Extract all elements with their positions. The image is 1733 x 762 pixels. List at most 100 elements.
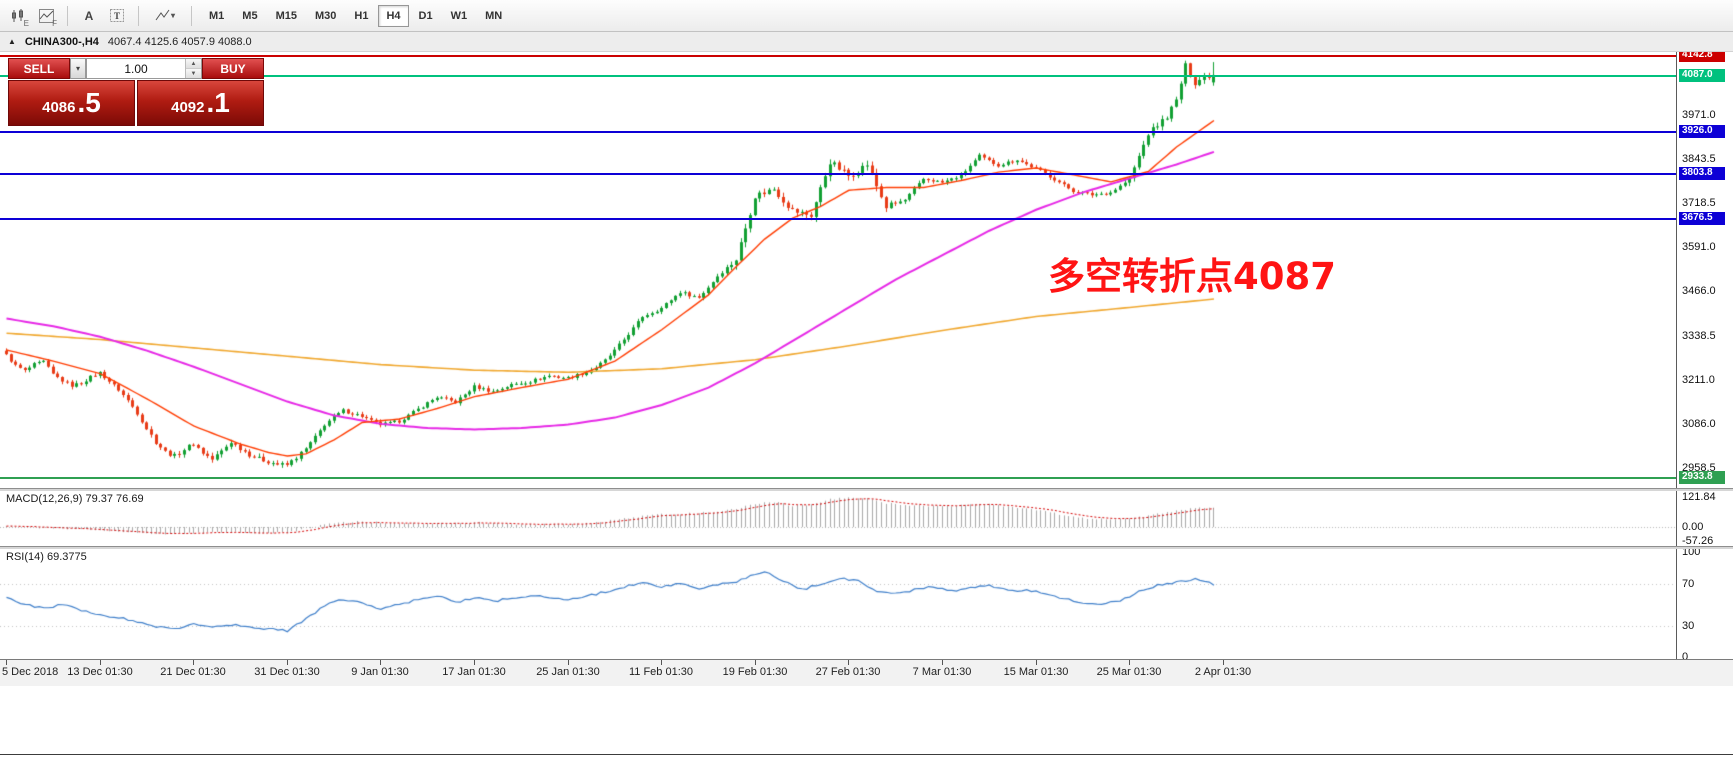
window-bottom-border <box>0 754 1733 755</box>
price-axis[interactable]: 4142.8 4087.0 3926.0 3803.8 3676.5 2933.8 3971… <box>1676 49 1733 663</box>
timeframe-button-m30[interactable]: M30 <box>307 5 344 27</box>
time-axis-tick <box>6 660 7 665</box>
text-cursor-icon[interactable]: A <box>76 4 102 28</box>
volume-dropdown-button[interactable]: ▾ <box>70 58 86 79</box>
ohlc-values: 4067.4 4125.6 4057.9 4088.0 <box>107 35 252 48</box>
time-axis-label: 7 Mar 01:30 <box>912 666 972 678</box>
macd-canvas[interactable] <box>0 491 1676 546</box>
price-axis-label: 3211.0 <box>1682 374 1715 386</box>
buy-price-display[interactable]: 4092 .1 <box>137 80 264 126</box>
time-axis-tick <box>848 660 849 665</box>
timeframe-toolbar: M1 M5 M15 M30 H1 H4 D1 W1 MN <box>200 4 511 27</box>
timeframe-button-h1[interactable]: H1 <box>346 5 376 27</box>
time-axis[interactable]: 5 Dec 2018 13 Dec 01:30 21 Dec 01:30 31 Dec… <box>0 659 1733 686</box>
volume-input-wrap: ▲ ▼ <box>86 58 202 79</box>
sell-button[interactable]: SELL <box>8 58 70 79</box>
toolbar-separator <box>67 5 68 26</box>
time-axis-tick <box>1223 660 1224 665</box>
pane-splitter[interactable] <box>0 546 1733 549</box>
price-chart-canvas[interactable] <box>0 52 1676 488</box>
price-axis-label: 3718.5 <box>1682 197 1716 209</box>
time-axis-label: 31 Dec 01:30 <box>254 666 320 678</box>
price-badge-4142.8: 4142.8 <box>1679 49 1725 62</box>
buy-price-main: 4092 <box>171 99 205 116</box>
chevron-down-icon: ▾ <box>170 11 175 20</box>
time-axis-label: 21 Dec 01:30 <box>160 666 226 678</box>
time-axis-label: 13 Dec 01:30 <box>67 666 133 678</box>
price-axis-label: 3971.0 <box>1682 109 1716 121</box>
time-axis-tick <box>1036 660 1037 665</box>
macd-label: MACD(12,26,9) 79.37 76.69 <box>6 493 144 505</box>
svg-text:T: T <box>114 11 120 21</box>
time-axis-tick <box>568 660 569 665</box>
time-axis-tick <box>755 660 756 665</box>
time-axis-label: 25 Jan 01:30 <box>536 666 600 678</box>
text-label-icon[interactable]: T <box>104 4 130 28</box>
time-axis-tick <box>942 660 943 665</box>
time-axis-tick <box>661 660 662 665</box>
time-axis-label: 19 Feb 01:30 <box>722 666 788 678</box>
buy-button[interactable]: BUY <box>202 58 264 79</box>
time-axis-tick <box>474 660 475 665</box>
volume-increase-button[interactable]: ▲ <box>186 59 201 69</box>
timeframe-button-m1[interactable]: M1 <box>201 5 232 27</box>
pane-splitter[interactable] <box>0 488 1733 491</box>
price-badge-3803.8: 3803.8 <box>1679 167 1725 180</box>
rsi-canvas[interactable] <box>0 549 1676 659</box>
time-axis-tick <box>1129 660 1130 665</box>
time-axis-label: 2 Apr 01:30 <box>1194 666 1252 678</box>
drawing-tools-icon[interactable]: ▾ <box>147 4 183 28</box>
timeframe-button-w1[interactable]: W1 <box>443 5 476 27</box>
volume-decrease-button[interactable]: ▼ <box>186 69 201 78</box>
timeframe-button-d1[interactable]: D1 <box>411 5 441 27</box>
volume-input[interactable] <box>87 59 185 78</box>
price-axis-label: 3338.5 <box>1682 330 1716 342</box>
time-axis-label: 5 Dec 2018 <box>2 666 59 678</box>
main-toolbar: E F A T ▾ M1 M5 M15 M30 H1 H4 D1 W1 MN <box>0 0 1733 32</box>
rsi-axis-label: 30 <box>1682 620 1695 632</box>
time-axis-label: 27 Feb 01:30 <box>815 666 881 678</box>
price-badge-4087.0: 4087.0 <box>1679 69 1725 82</box>
price-axis-label: 3466.0 <box>1682 285 1716 297</box>
price-badge-3926.0: 3926.0 <box>1679 125 1725 138</box>
timeframe-button-h4[interactable]: H4 <box>378 4 409 27</box>
chart-window: 多空转折点4087 ▲ CHINA300-,H4 4067.4 4125.6 4… <box>0 32 1733 762</box>
toolbar-separator <box>191 5 192 26</box>
timeframe-button-m5[interactable]: M5 <box>234 5 265 27</box>
timeframe-button-m15[interactable]: M15 <box>268 5 305 27</box>
trade-prices-row: 4086 .5 4092 .1 <box>8 80 264 126</box>
sell-price-pips: .5 <box>77 87 101 118</box>
time-axis-label: 15 Mar 01:30 <box>1003 666 1069 678</box>
rsi-axis-label: 0 <box>1682 651 1689 663</box>
symbol-period-label: CHINA300-,H4 <box>24 35 99 48</box>
macd-axis-label: -57.26 <box>1682 535 1714 547</box>
rsi-axis-label: 70 <box>1682 578 1695 590</box>
volume-stepper: ▲ ▼ <box>185 59 201 78</box>
price-badge-3676.5: 3676.5 <box>1679 212 1725 225</box>
price-axis-label: 3591.0 <box>1682 241 1716 253</box>
time-axis-tick <box>287 660 288 665</box>
trade-controls-row: SELL ▾ ▲ ▼ BUY <box>8 58 264 79</box>
price-axis-label: 3086.0 <box>1682 418 1716 430</box>
time-axis-tick <box>193 660 194 665</box>
time-axis-tick <box>380 660 381 665</box>
macd-axis-label: 0.00 <box>1682 521 1704 533</box>
sell-price-display[interactable]: 4086 .5 <box>8 80 135 126</box>
price-axis-label: 3843.5 <box>1682 153 1716 165</box>
price-badge-2933.8: 2933.8 <box>1679 471 1725 484</box>
time-axis-label: 9 Jan 01:30 <box>351 666 409 678</box>
one-click-trading-panel: SELL ▾ ▲ ▼ BUY 4086 .5 4092 <box>8 58 264 126</box>
rsi-label: RSI(14) 69.3775 <box>6 551 87 563</box>
macd-axis-label: 121.84 <box>1682 491 1716 503</box>
toolbar-separator <box>138 5 139 26</box>
indicators-icon[interactable]: F <box>33 4 59 28</box>
sell-price-main: 4086 <box>42 99 76 116</box>
chart-annotation[interactable]: 多空转折点4087 <box>1048 255 1336 298</box>
timeframe-button-mn[interactable]: MN <box>477 5 510 27</box>
charts-icon[interactable]: E <box>5 4 31 28</box>
time-axis-label: 17 Jan 01:30 <box>442 666 506 678</box>
rsi-axis-label: 100 <box>1682 546 1701 558</box>
chart-info-bar: ▲ CHINA300-,H4 4067.4 4125.6 4057.9 4088… <box>0 32 1733 52</box>
collapse-arrow-icon[interactable]: ▲ <box>8 37 16 46</box>
